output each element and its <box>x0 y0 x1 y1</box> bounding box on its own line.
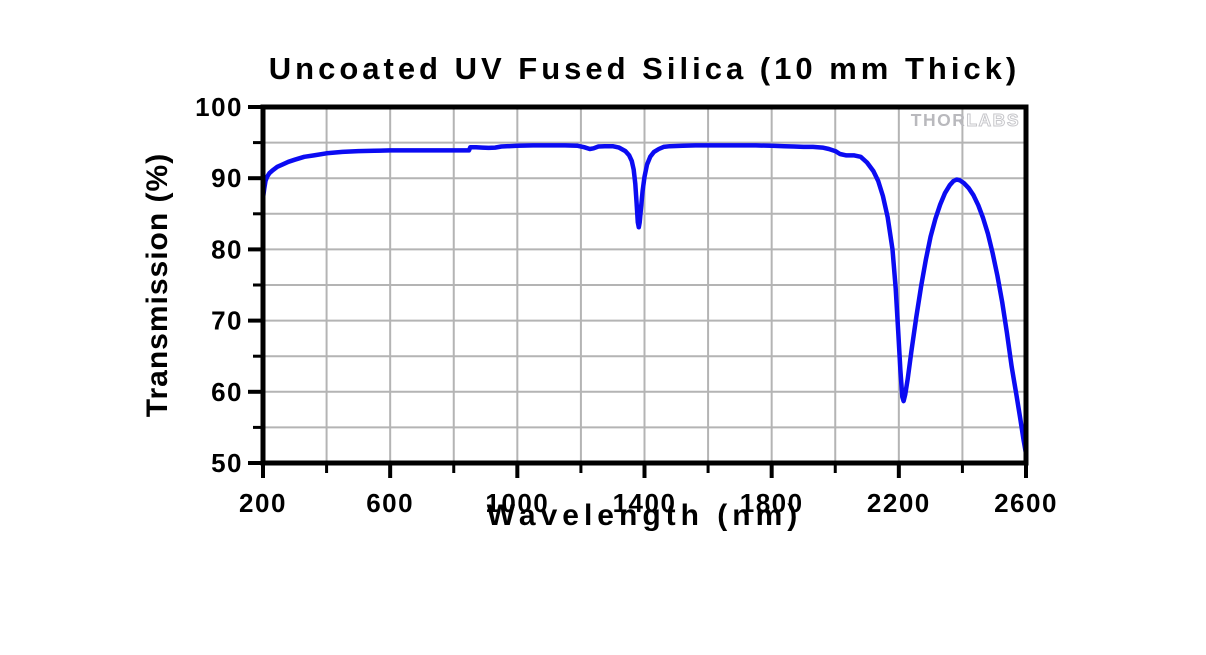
x-tick-label: 2200 <box>867 488 931 518</box>
chart-title: Uncoated UV Fused Silica (10 mm Thick) <box>268 51 1021 86</box>
thorlabs-logo-outline-text: LABS <box>966 110 1020 131</box>
plot-frame <box>260 104 1029 466</box>
thorlabs-logo-solid-text: THOR <box>910 110 967 130</box>
x-tick-label: 1400 <box>613 488 677 518</box>
y-tick-label: 70 <box>211 306 243 336</box>
transmission-curve <box>260 143 1029 456</box>
y-tick-label: 100 <box>195 92 243 122</box>
y-tick-label: 90 <box>211 163 243 193</box>
y-tick-label: 50 <box>211 448 243 478</box>
x-axis-title: Wavelength (nm) <box>486 499 803 532</box>
x-tick-label: 1800 <box>740 488 804 518</box>
x-tick-label: 2600 <box>994 488 1058 518</box>
x-tick-label: 600 <box>366 488 414 518</box>
thorlabs-watermark: THORLABS <box>898 110 1020 131</box>
x-tick-label: 200 <box>239 488 287 518</box>
x-tick-label: 1000 <box>485 488 549 518</box>
y-axis-title: Transmission (%) <box>141 152 174 418</box>
y-tick-label: 80 <box>211 234 243 264</box>
y-tick-label: 60 <box>211 377 243 407</box>
